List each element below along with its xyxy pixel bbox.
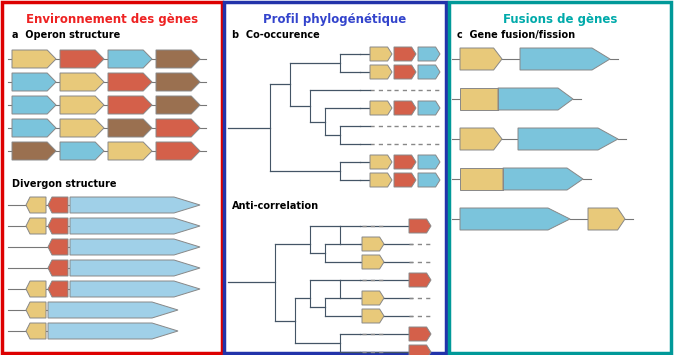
Polygon shape <box>60 73 104 91</box>
Polygon shape <box>70 218 200 234</box>
Polygon shape <box>70 281 200 297</box>
Polygon shape <box>60 142 104 160</box>
Polygon shape <box>48 323 178 339</box>
Polygon shape <box>156 73 200 91</box>
Polygon shape <box>520 48 610 70</box>
Polygon shape <box>12 50 56 68</box>
Polygon shape <box>370 47 392 61</box>
Polygon shape <box>518 128 618 150</box>
Polygon shape <box>370 65 392 79</box>
Polygon shape <box>394 173 416 187</box>
Polygon shape <box>12 73 56 91</box>
Polygon shape <box>48 260 68 276</box>
Polygon shape <box>70 239 200 255</box>
Polygon shape <box>409 219 431 233</box>
Polygon shape <box>460 208 570 230</box>
Polygon shape <box>48 302 178 318</box>
Polygon shape <box>394 155 416 169</box>
Polygon shape <box>460 128 502 150</box>
Polygon shape <box>48 239 68 255</box>
Text: Profil phylogénétique: Profil phylogénétique <box>264 13 406 26</box>
Polygon shape <box>26 281 46 297</box>
Polygon shape <box>370 173 392 187</box>
Text: c  Gene fusion/fission: c Gene fusion/fission <box>457 30 575 40</box>
Polygon shape <box>588 208 625 230</box>
Polygon shape <box>362 255 384 269</box>
Polygon shape <box>108 96 152 114</box>
Polygon shape <box>460 88 498 110</box>
Polygon shape <box>156 142 200 160</box>
Bar <box>449 2 671 353</box>
Polygon shape <box>60 96 104 114</box>
Text: b  Co-occurence: b Co-occurence <box>232 30 319 40</box>
Polygon shape <box>418 65 440 79</box>
Polygon shape <box>156 50 200 68</box>
Polygon shape <box>460 48 502 70</box>
Text: Fusions de gènes: Fusions de gènes <box>503 13 617 26</box>
Polygon shape <box>48 281 68 297</box>
Text: Environnement des gènes: Environnement des gènes <box>26 13 198 26</box>
Polygon shape <box>70 260 200 276</box>
Polygon shape <box>394 65 416 79</box>
Polygon shape <box>394 101 416 115</box>
Polygon shape <box>409 345 431 355</box>
Polygon shape <box>418 101 440 115</box>
Polygon shape <box>12 96 56 114</box>
Polygon shape <box>48 197 68 213</box>
Polygon shape <box>498 88 573 110</box>
Polygon shape <box>409 273 431 287</box>
Polygon shape <box>418 173 440 187</box>
Polygon shape <box>26 197 46 213</box>
Polygon shape <box>503 168 583 190</box>
Text: a  Operon structure: a Operon structure <box>12 30 120 40</box>
Polygon shape <box>370 155 392 169</box>
Polygon shape <box>108 119 152 137</box>
Polygon shape <box>418 47 440 61</box>
Polygon shape <box>26 302 46 318</box>
Bar <box>2 2 222 353</box>
Polygon shape <box>48 218 68 234</box>
Polygon shape <box>108 142 152 160</box>
Polygon shape <box>108 50 152 68</box>
Polygon shape <box>12 119 56 137</box>
Polygon shape <box>156 119 200 137</box>
Polygon shape <box>26 323 46 339</box>
Text: Anti-correlation: Anti-correlation <box>232 201 319 211</box>
Polygon shape <box>60 119 104 137</box>
Polygon shape <box>362 309 384 323</box>
Polygon shape <box>60 50 104 68</box>
Polygon shape <box>394 47 416 61</box>
Bar <box>224 2 446 353</box>
Polygon shape <box>362 291 384 305</box>
Polygon shape <box>418 155 440 169</box>
Polygon shape <box>409 327 431 341</box>
Polygon shape <box>460 168 503 190</box>
Polygon shape <box>70 197 200 213</box>
Text: Divergon structure: Divergon structure <box>12 179 117 189</box>
Polygon shape <box>26 218 46 234</box>
Polygon shape <box>108 73 152 91</box>
Polygon shape <box>156 96 200 114</box>
Polygon shape <box>12 142 56 160</box>
Polygon shape <box>370 101 392 115</box>
Polygon shape <box>362 237 384 251</box>
